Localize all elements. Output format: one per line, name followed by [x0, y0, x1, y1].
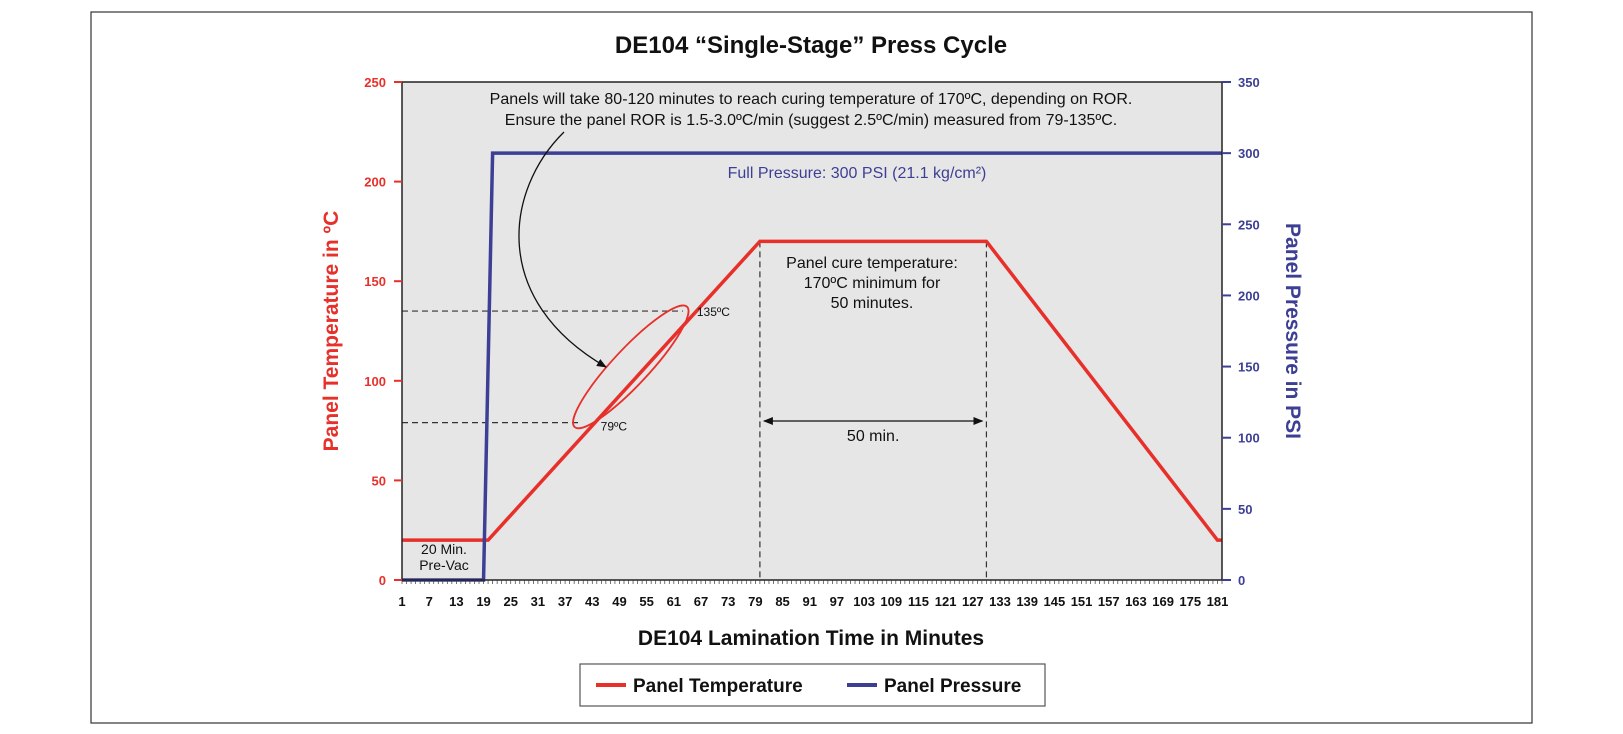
- prevac-label-line-0: 20 Min.: [421, 541, 467, 557]
- y-right-tick-label: 200: [1238, 288, 1260, 303]
- y-right-tick-label: 0: [1238, 573, 1245, 588]
- legend-label-pressure: Panel Pressure: [884, 676, 1021, 697]
- x-tick-label: 19: [476, 594, 490, 609]
- y-axis-left-label: Panel Temperature in ºC: [320, 211, 343, 452]
- cure-note-line-2: 50 minutes.: [831, 295, 914, 312]
- x-tick-label: 85: [775, 594, 789, 609]
- y-left-tick-label: 100: [364, 374, 386, 389]
- x-tick-label: 31: [531, 594, 545, 609]
- cure-note-line-1: 170ºC minimum for: [804, 275, 941, 292]
- y-left-tick-label: 50: [372, 473, 386, 488]
- y-left-tick-label: 200: [364, 175, 386, 190]
- x-tick-label: 1: [398, 594, 405, 609]
- y-left-tick-label: 150: [364, 274, 386, 289]
- x-tick-label: 97: [830, 594, 844, 609]
- cure-note-line-0: Panel cure temperature:: [786, 255, 958, 272]
- x-tick-label: 61: [667, 594, 681, 609]
- x-tick-label: 163: [1125, 594, 1147, 609]
- y-axis-right-label: Panel Pressure in PSI: [1281, 223, 1304, 439]
- reference-label-79: 79ºC: [601, 420, 628, 434]
- y-left-tick-label: 250: [364, 75, 386, 90]
- x-tick-label: 127: [962, 594, 984, 609]
- ror-note-line-1: Ensure the panel ROR is 1.5-3.0ºC/min (s…: [505, 112, 1117, 129]
- x-tick-label: 151: [1071, 594, 1093, 609]
- x-tick-label: 37: [558, 594, 572, 609]
- x-tick-label: 55: [639, 594, 653, 609]
- x-tick-label: 175: [1179, 594, 1201, 609]
- x-tick-label: 157: [1098, 594, 1120, 609]
- full-pressure-label: Full Pressure: 300 PSI (21.1 kg/cm²): [728, 165, 987, 182]
- x-tick-label: 145: [1044, 594, 1066, 609]
- x-tick-label: 169: [1152, 594, 1174, 609]
- reference-label-135: 135ºC: [697, 305, 730, 319]
- x-tick-label: 73: [721, 594, 735, 609]
- x-tick-label: 7: [426, 594, 433, 609]
- prevac-label-line-1: Pre-Vac: [419, 557, 469, 573]
- x-tick-label: 133: [989, 594, 1011, 609]
- x-tick-label: 43: [585, 594, 599, 609]
- x-tick-label: 103: [853, 594, 875, 609]
- y-right-tick-label: 150: [1238, 360, 1260, 375]
- chart-title: DE104 “Single-Stage” Press Cycle: [615, 32, 1007, 59]
- x-tick-label: 109: [880, 594, 902, 609]
- legend-label-temperature: Panel Temperature: [633, 676, 803, 697]
- x-tick-label: 25: [503, 594, 517, 609]
- y-left-tick-label: 0: [379, 573, 386, 588]
- x-tick-label: 13: [449, 594, 463, 609]
- x-tick-label: 181: [1207, 594, 1229, 609]
- cure-duration-label: 50 min.: [847, 428, 899, 445]
- y-right-tick-label: 50: [1238, 502, 1252, 517]
- y-right-tick-label: 300: [1238, 146, 1260, 161]
- y-right-tick-label: 350: [1238, 75, 1260, 90]
- x-axis-label: DE104 Lamination Time in Minutes: [638, 627, 984, 650]
- y-right-tick-label: 100: [1238, 431, 1260, 446]
- y-right-tick-label: 250: [1238, 217, 1260, 232]
- plot-area: [402, 82, 1222, 580]
- x-tick-label: 121: [935, 594, 957, 609]
- x-tick-label: 115: [908, 594, 929, 609]
- x-tick-label: 91: [803, 594, 817, 609]
- x-tick-label: 139: [1016, 594, 1038, 609]
- legend: Panel Temperature Panel Pressure: [580, 664, 1045, 706]
- x-tick-label: 49: [612, 594, 626, 609]
- x-tick-label: 79: [748, 594, 762, 609]
- x-tick-label: 67: [694, 594, 708, 609]
- ror-note-line-0: Panels will take 80-120 minutes to reach…: [490, 91, 1133, 108]
